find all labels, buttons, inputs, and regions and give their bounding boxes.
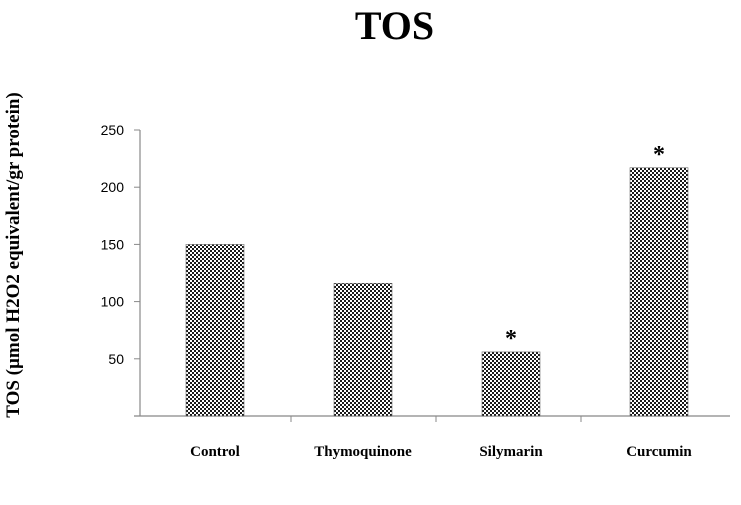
y-tick-label: 150 bbox=[101, 236, 125, 252]
bar bbox=[185, 244, 245, 417]
bar bbox=[629, 167, 689, 417]
chart-title: TOS bbox=[354, 3, 435, 48]
significance-marker: * bbox=[505, 326, 517, 352]
significance-marker: * bbox=[653, 142, 665, 168]
plot-area: 50 100 150 200 250 Control Thymoquinone Silyma… bbox=[101, 122, 730, 460]
y-tick-label: 50 bbox=[108, 351, 124, 367]
y-tick-label: 100 bbox=[101, 294, 125, 310]
x-tick-label: Curcumin bbox=[626, 444, 692, 460]
bar bbox=[333, 282, 393, 417]
x-tick-label: Control bbox=[190, 444, 240, 460]
chart: TOS TOS (µmol H2O2 equivalent/gr protein… bbox=[3, 3, 730, 460]
x-tick-label: Silymarin bbox=[479, 444, 543, 460]
x-tick-label: Thymoquinone bbox=[314, 444, 412, 460]
y-tick-label: 200 bbox=[101, 179, 125, 195]
bar bbox=[481, 351, 541, 417]
y-tick-label: 250 bbox=[101, 122, 125, 138]
